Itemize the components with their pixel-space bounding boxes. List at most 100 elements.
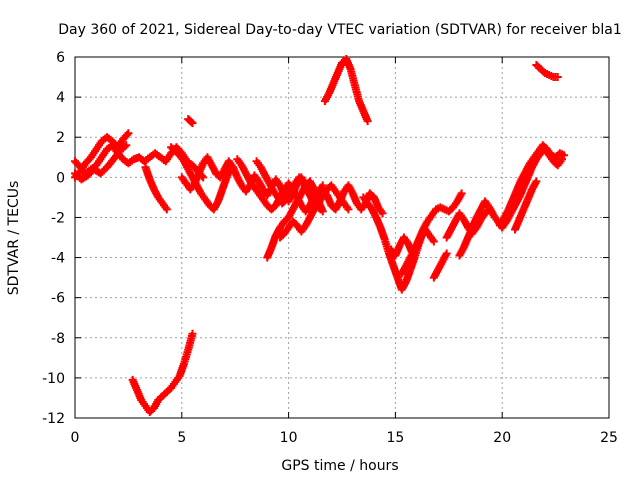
data-trace [126, 156, 136, 166]
data-trace [99, 134, 110, 144]
data-trace [247, 179, 257, 190]
data-trace [294, 191, 305, 204]
data-trace [435, 259, 446, 272]
data-trace [275, 195, 285, 206]
data-trace [251, 173, 262, 184]
data-trace [429, 207, 439, 218]
data-trace [452, 211, 463, 224]
data-trace [296, 175, 307, 186]
data-trace [168, 379, 178, 390]
data-point [429, 237, 438, 246]
data-trace [529, 157, 540, 170]
data-trace [273, 177, 283, 188]
data-point [442, 249, 451, 258]
data-trace [518, 169, 529, 182]
data-trace [251, 185, 262, 196]
data-point [363, 117, 372, 126]
data-trace [527, 155, 537, 166]
data-point [188, 329, 197, 338]
data-trace [99, 147, 110, 160]
data-trace [337, 195, 347, 206]
data-trace [187, 118, 196, 127]
data-series [184, 115, 197, 128]
data-trace [482, 206, 492, 217]
data-trace [131, 153, 142, 163]
data-trace [104, 142, 115, 152]
data-trace [120, 130, 132, 142]
data-trace [292, 175, 302, 186]
data-trace [185, 167, 196, 180]
data-trace [482, 199, 492, 210]
data-trace [138, 397, 149, 408]
data-trace [473, 217, 484, 230]
data-point [188, 119, 197, 128]
x-tick-label: 20 [493, 430, 511, 446]
data-trace [454, 191, 465, 204]
data-trace [277, 219, 287, 230]
data-series [429, 249, 451, 282]
data-marks [71, 55, 569, 416]
data-trace [85, 166, 97, 178]
data-trace [202, 197, 213, 208]
data-trace [448, 219, 459, 232]
data-trace [298, 183, 309, 196]
data-trace [497, 215, 508, 228]
data-trace [234, 157, 245, 168]
y-tick-label: 6 [56, 50, 65, 66]
data-trace [163, 151, 174, 164]
data-trace [277, 187, 288, 200]
data-series [252, 157, 325, 214]
data-trace [304, 189, 316, 202]
data-trace [407, 247, 418, 260]
data-trace [210, 199, 222, 212]
x-tick-label: 15 [386, 430, 404, 446]
data-trace [550, 158, 561, 168]
data-trace [368, 207, 380, 220]
data-trace [226, 159, 236, 170]
data-point [560, 151, 569, 160]
data-trace [456, 245, 467, 258]
data-trace [151, 187, 162, 200]
data-trace [473, 207, 484, 220]
data-trace [422, 227, 433, 238]
data-trace [257, 165, 269, 178]
data-trace [243, 183, 253, 194]
y-axis-label: SDTVAR / TECUs [6, 181, 22, 296]
y-tick-label: -8 [51, 331, 65, 347]
data-trace [341, 183, 351, 194]
data-trace [198, 191, 208, 202]
data-trace [158, 154, 168, 164]
data-trace [396, 235, 407, 248]
grid [74, 56, 610, 419]
data-trace [303, 203, 313, 214]
data-trace [147, 405, 157, 415]
data-trace [115, 137, 126, 150]
data-trace [168, 144, 178, 154]
data-trace [446, 204, 456, 215]
data-trace [401, 235, 411, 246]
data-trace [307, 207, 318, 220]
data-series [276, 181, 353, 242]
data-trace [321, 91, 333, 104]
data-trace [239, 183, 249, 194]
data-trace [332, 199, 343, 212]
data-trace [328, 183, 339, 194]
data-trace [320, 187, 330, 198]
data-trace [491, 213, 501, 224]
data-series [141, 163, 171, 214]
data-trace [183, 181, 193, 192]
data-trace [204, 155, 215, 168]
data-trace [302, 215, 313, 228]
data-trace [375, 205, 386, 216]
data-point [457, 189, 466, 198]
data-trace [512, 195, 523, 208]
data-trace [507, 203, 518, 216]
data-trace [283, 189, 294, 202]
data-trace [160, 389, 170, 399]
data-trace [294, 223, 304, 234]
data-trace [256, 191, 266, 202]
data-trace [262, 173, 273, 186]
data-trace [79, 172, 91, 183]
data-trace [152, 150, 163, 160]
data-trace [354, 201, 364, 212]
